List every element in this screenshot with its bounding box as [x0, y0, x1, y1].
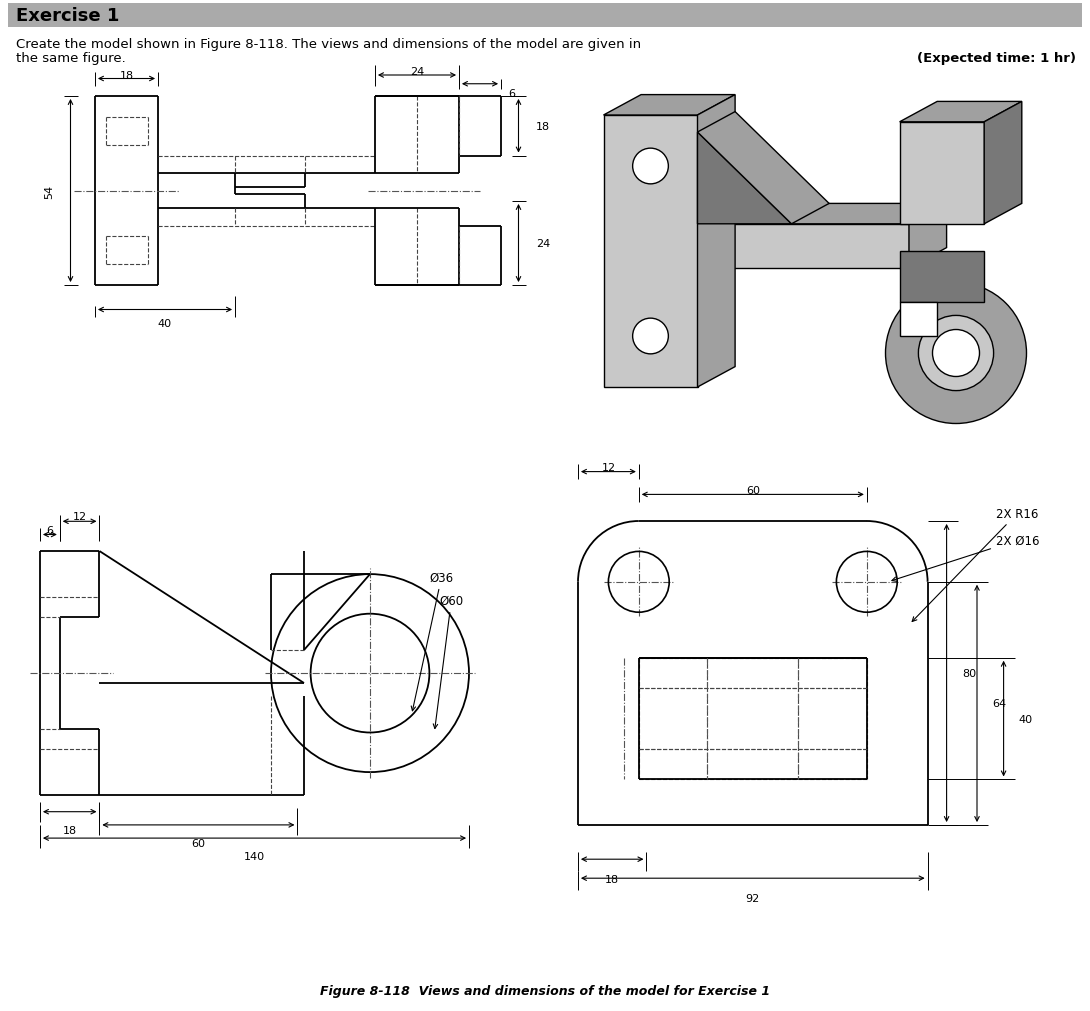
Text: 2X R16: 2X R16 — [912, 508, 1039, 622]
Circle shape — [632, 318, 668, 355]
Polygon shape — [899, 302, 937, 337]
Polygon shape — [909, 204, 946, 269]
Text: 6: 6 — [47, 525, 53, 535]
Text: 40: 40 — [158, 318, 172, 329]
Polygon shape — [604, 95, 735, 116]
Text: Figure 8-118  Views and dimensions of the model for Exercise 1: Figure 8-118 Views and dimensions of the… — [320, 985, 770, 998]
Text: 54: 54 — [45, 184, 55, 198]
Polygon shape — [698, 204, 946, 224]
Text: 18: 18 — [536, 121, 550, 131]
Text: 12: 12 — [602, 463, 616, 472]
Polygon shape — [698, 224, 909, 269]
Polygon shape — [899, 102, 1021, 122]
Text: Create the model shown in Figure 8-118. The views and dimensions of the model ar: Create the model shown in Figure 8-118. … — [16, 37, 641, 51]
Text: 24: 24 — [536, 239, 550, 249]
Circle shape — [632, 149, 668, 185]
Polygon shape — [604, 116, 698, 387]
Text: 12: 12 — [73, 512, 87, 522]
Circle shape — [933, 331, 980, 377]
Text: 24: 24 — [410, 67, 424, 77]
Circle shape — [919, 316, 994, 391]
Text: 2X Ø16: 2X Ø16 — [892, 534, 1040, 581]
Text: 18: 18 — [120, 71, 134, 81]
Text: 92: 92 — [746, 894, 760, 904]
Text: 40: 40 — [1019, 714, 1033, 724]
Polygon shape — [698, 95, 735, 387]
Text: 18: 18 — [62, 825, 76, 835]
Text: 64: 64 — [992, 699, 1006, 709]
Polygon shape — [984, 102, 1021, 224]
Text: 80: 80 — [961, 668, 976, 678]
Text: Exercise 1: Exercise 1 — [16, 7, 120, 25]
Polygon shape — [698, 132, 791, 224]
Text: Ø36: Ø36 — [411, 571, 453, 711]
Text: 140: 140 — [244, 851, 265, 861]
Text: 6: 6 — [508, 88, 514, 98]
Text: 18: 18 — [605, 875, 619, 885]
Text: Ø60: Ø60 — [433, 594, 463, 729]
Circle shape — [885, 283, 1027, 424]
Text: 60: 60 — [192, 838, 205, 848]
Text: (Expected time: 1 hr): (Expected time: 1 hr) — [917, 52, 1076, 65]
Text: 60: 60 — [746, 485, 760, 495]
Polygon shape — [698, 112, 829, 224]
Bar — [8, 4, 1082, 28]
Text: the same figure.: the same figure. — [16, 52, 125, 65]
Polygon shape — [899, 252, 984, 302]
Polygon shape — [899, 122, 984, 224]
